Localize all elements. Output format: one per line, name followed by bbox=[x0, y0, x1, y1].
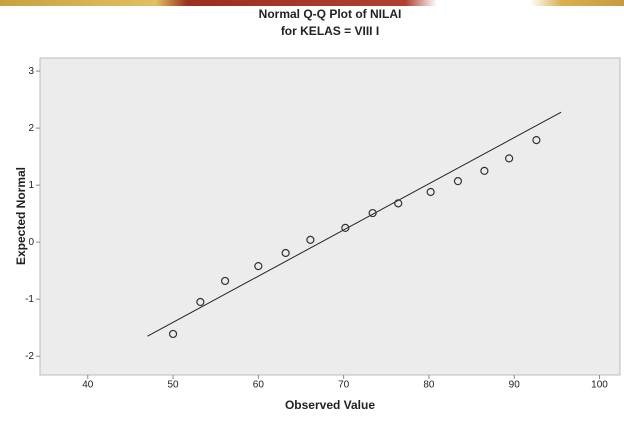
point bbox=[220, 276, 230, 286]
x-tick-label: 100 bbox=[591, 380, 608, 391]
point bbox=[480, 166, 489, 175]
point bbox=[281, 248, 290, 258]
x-tick-label: 50 bbox=[167, 380, 179, 391]
point bbox=[341, 223, 350, 233]
y-tick-label: 0 bbox=[28, 237, 34, 248]
point bbox=[196, 297, 205, 307]
x-tick-label: 80 bbox=[423, 380, 435, 391]
y-tick-label: 2 bbox=[28, 123, 34, 134]
point bbox=[532, 136, 541, 145]
reference-line bbox=[147, 111, 562, 337]
banner bbox=[0, 0, 624, 6]
x-tick-label: 40 bbox=[82, 380, 94, 391]
x-axis-label: Observed Value bbox=[285, 398, 375, 412]
x-tick-label: 60 bbox=[253, 380, 265, 391]
point bbox=[368, 208, 377, 218]
y-tick-label: 1 bbox=[28, 180, 34, 191]
plot-area bbox=[39, 57, 621, 376]
point bbox=[254, 262, 263, 271]
chart-title: Normal Q-Q Plot of NILAI bbox=[259, 7, 402, 21]
point bbox=[394, 199, 403, 208]
point bbox=[505, 154, 514, 163]
x-tick-label: 70 bbox=[338, 380, 350, 391]
y-tick-label: 3 bbox=[28, 66, 34, 77]
chart-subtitle: for KELAS = VIII I bbox=[281, 24, 379, 38]
y-tick-label: -2 bbox=[25, 351, 34, 362]
point bbox=[453, 177, 463, 186]
point bbox=[168, 329, 178, 339]
y-axis-label: Expected Normal bbox=[14, 167, 28, 265]
y-tick-label: -1 bbox=[25, 294, 34, 305]
x-tick-label: 90 bbox=[509, 380, 521, 391]
point bbox=[306, 235, 315, 244]
point bbox=[426, 187, 435, 197]
